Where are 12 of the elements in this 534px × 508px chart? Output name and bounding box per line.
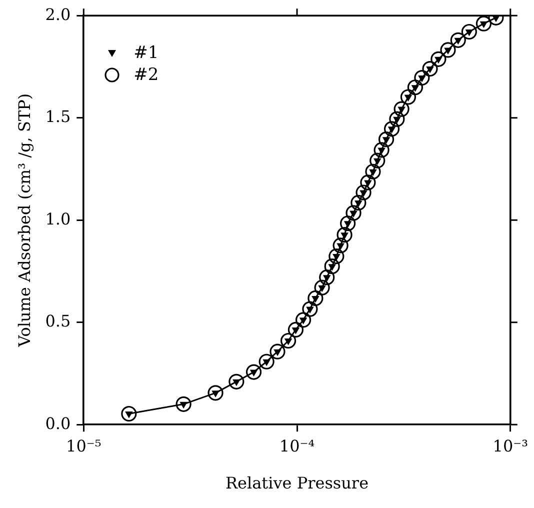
legend-label: #2 (134, 64, 159, 86)
y-tick-label: 1.5 (45, 107, 71, 126)
legend-label: #1 (134, 42, 159, 64)
y-axis-title: Volume Adsorbed (cm³ /g, STP) (14, 93, 34, 348)
x-tick-label: 10⁻⁴ (279, 436, 315, 456)
x-tick-label: 10⁻⁵ (66, 436, 102, 456)
y-tick-label: 0.0 (45, 414, 71, 433)
x-axis-title: Relative Pressure (225, 474, 369, 493)
y-tick-label: 1.0 (45, 209, 71, 228)
y-tick-label: 0.5 (45, 312, 71, 331)
x-tick-label: 10⁻³ (492, 436, 528, 456)
y-tick-label: 2.0 (45, 4, 71, 24)
